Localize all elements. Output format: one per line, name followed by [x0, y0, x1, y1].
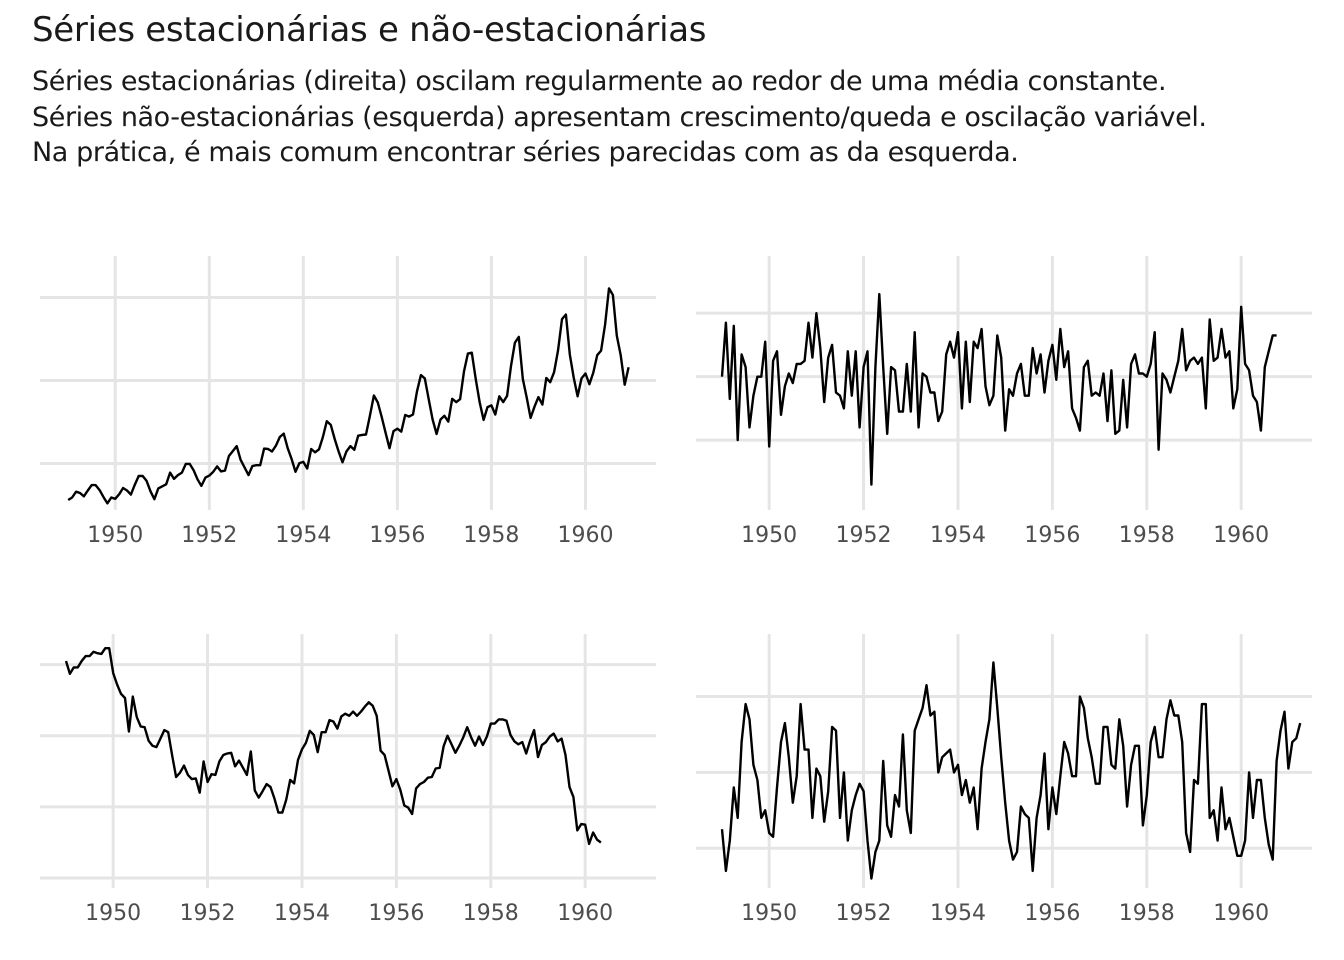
series-line — [720, 292, 1277, 486]
x-tick-label: 1960 — [1213, 901, 1269, 926]
panel-bottom-right: 1950 1952 1954 1956 1958 1960 — [696, 634, 1312, 926]
x-tick-label: 1958 — [1119, 901, 1175, 926]
x-tick-label: 1956 — [368, 901, 424, 926]
x-tick-label: 1950 — [85, 901, 141, 926]
x-tick-label: 1952 — [836, 901, 892, 926]
x-tick-label: 1960 — [557, 523, 613, 548]
chart-subtitle: Séries estacionárias (direita) oscilam r… — [32, 64, 1207, 171]
x-tick-label: 1958 — [463, 523, 519, 548]
subtitle-line: Séries estacionárias (direita) oscilam r… — [32, 66, 1167, 97]
x-tick-label: 1956 — [369, 523, 425, 548]
series-line — [720, 661, 1302, 880]
chart-title: Séries estacionárias e não-estacionárias — [32, 10, 707, 50]
x-tick-label: 1952 — [836, 523, 892, 548]
x-tick-label: 1954 — [930, 523, 986, 548]
panel-top-right: 1950 1952 1954 1956 1958 1960 — [696, 256, 1312, 548]
panel-bottom-left: 1950 1952 1954 1956 1958 1960 — [40, 634, 656, 926]
panel-top-left: 1950 1952 1954 1956 1958 1960 — [40, 256, 656, 548]
subtitle-line: Séries não-estacionárias (esquerda) apre… — [32, 101, 1207, 133]
x-tick-label: 1954 — [275, 523, 331, 548]
x-tick-label: 1956 — [1024, 523, 1080, 548]
x-tick-label: 1956 — [1024, 901, 1080, 926]
x-tick-label: 1960 — [1213, 523, 1269, 548]
x-tick-label: 1950 — [741, 523, 797, 548]
x-tick-label: 1950 — [741, 901, 797, 926]
x-tick-label: 1950 — [87, 523, 143, 548]
x-tick-label: 1952 — [180, 901, 236, 926]
x-tick-label: 1954 — [274, 901, 330, 926]
subtitle-line: Na prática, é mais comum encontrar série… — [32, 137, 1019, 168]
x-tick-label: 1958 — [463, 901, 519, 926]
x-tick-label: 1954 — [930, 901, 986, 926]
x-tick-label: 1960 — [557, 901, 613, 926]
x-tick-label: 1952 — [181, 523, 237, 548]
series-line — [67, 287, 630, 505]
x-tick-label: 1958 — [1119, 523, 1175, 548]
series-line — [64, 646, 602, 846]
